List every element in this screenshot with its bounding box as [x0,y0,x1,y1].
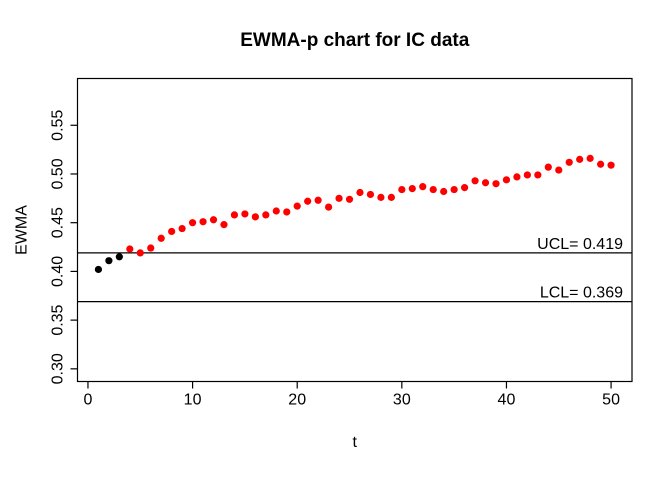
data-point [94,265,103,274]
data-point [147,244,155,252]
data-point [188,219,197,227]
data-point [251,213,259,221]
data-point [335,194,343,202]
data-point [523,171,531,179]
data-point [576,155,584,163]
y-tick-label: 0.45 [50,207,67,238]
ucl-label: UCL= 0.419 [537,236,623,253]
data-point [555,166,563,174]
y-tick-label: 0.30 [50,353,67,384]
data-point [262,211,270,219]
data-point [534,171,542,179]
data-point [199,218,207,226]
x-tick-label: 10 [184,392,202,409]
y-tick-label: 0.55 [50,110,67,141]
x-tick-label: 20 [288,392,306,409]
y-tick-label: 0.40 [50,256,67,287]
y-tick-label: 0.35 [50,304,67,335]
data-point [230,211,239,219]
data-point [220,221,228,229]
data-point [607,161,615,169]
data-point [105,257,113,265]
x-tick-label: 40 [498,392,516,409]
data-point [345,195,354,203]
data-point [419,183,427,191]
data-point [586,154,594,162]
data-point [314,196,322,204]
x-tick-label: 0 [84,392,93,409]
data-point [157,234,165,242]
data-point [597,160,605,168]
data-point [450,185,458,194]
data-point [126,245,134,253]
data-point [209,216,218,224]
data-point [136,249,144,257]
data-point [115,253,123,261]
data-point [461,184,469,192]
data-point [178,224,186,233]
data-point [324,203,333,211]
data-point [492,180,500,188]
x-axis-label: t [353,434,358,451]
data-point [387,193,395,201]
data-point [241,210,249,218]
data-point [398,185,406,194]
data-point [377,193,385,201]
data-point [565,158,573,166]
chart-title: EWMA-p chart for IC data [240,30,469,51]
data-point [481,179,490,187]
data-point [502,176,511,184]
data-point [283,208,291,216]
data-point [272,207,280,215]
data-point [429,185,437,194]
x-tick-label: 50 [602,392,620,409]
data-point [471,177,479,185]
plot-border [76,77,633,383]
data-point [168,227,176,236]
data-point [408,184,416,193]
x-tick-label: 30 [393,392,411,409]
data-point [440,187,448,196]
data-point [513,173,521,181]
y-tick-label: 0.50 [50,158,67,189]
lcl-label: LCL= 0.369 [540,285,623,302]
data-point [356,188,364,197]
data-point [366,190,375,199]
data-point [293,202,301,210]
y-axis-label: EWMA [14,205,31,255]
data-point [544,163,552,171]
data-point [304,197,312,205]
